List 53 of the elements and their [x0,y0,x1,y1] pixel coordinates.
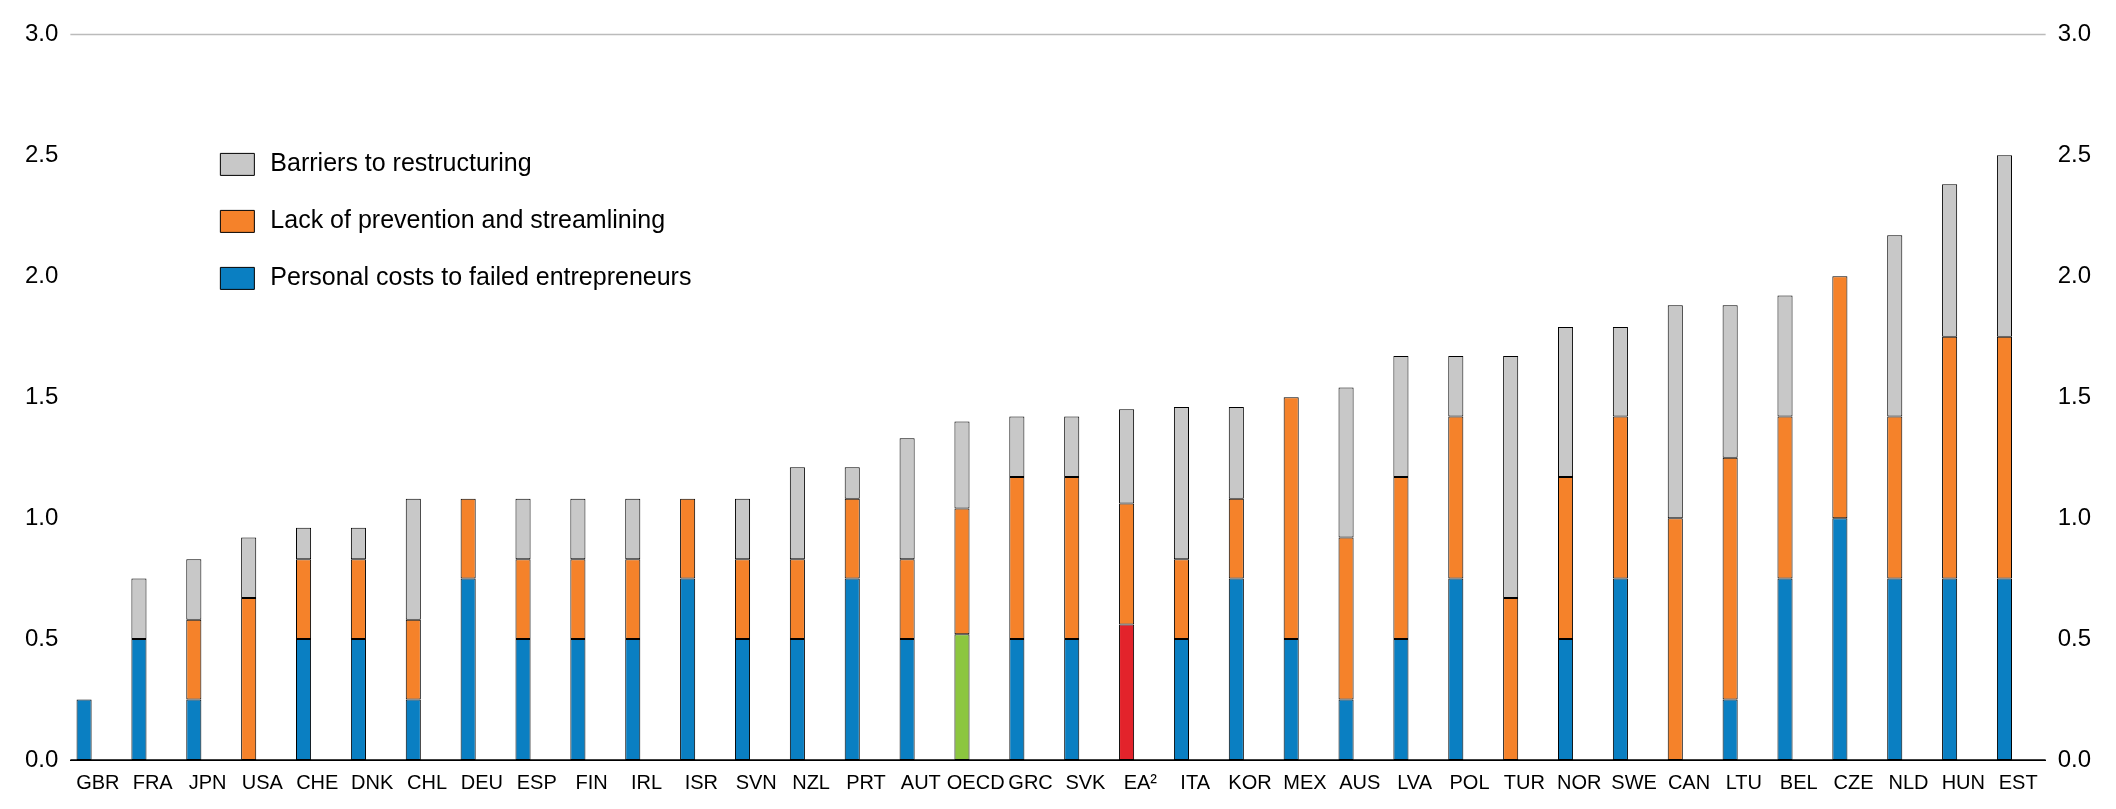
x-tick-label: DEU [460,770,503,793]
x-tick-label: SWE [1611,770,1657,793]
x-tick-label: USA [241,770,284,793]
x-tick-label: AUT [900,770,941,793]
x-tick-label: NOR [1557,770,1602,793]
y-tick-label: 0.5 [24,623,59,651]
x-tick-label: EST [1998,770,2038,793]
x-tick-label: MEX [1283,770,1327,793]
legend-label: Barriers to restructuring [270,148,532,177]
legend-label: Personal costs to failed entrepreneurs [270,262,692,291]
x-tick-label: ITA [1180,770,1211,793]
y2-tick-label: 2.0 [2057,260,2092,288]
y-tick-label: 2.5 [24,139,59,167]
x-tick-label: JPN [188,770,227,793]
x-tick-label: HUN [1941,770,1986,793]
x-tick-label: LTU [1725,770,1763,793]
x-tick-label: CHL [407,770,448,793]
y2-tick-label: 3.0 [2057,19,2092,47]
x-tick-label: DNK [351,770,394,793]
x-tick-label: NZL [792,770,830,793]
x-tick-label: EA² [1123,770,1158,793]
x-tick-label: ESP [516,770,557,793]
legend-label: Lack of prevention and streamlining [270,205,666,234]
x-tick-label: IRL [630,770,663,793]
y-tick-label: 1.0 [24,502,59,530]
y-tick-label: 2.0 [24,260,59,288]
x-tick-label: GRC [1008,770,1053,793]
y2-tick-label: 0.0 [2057,744,2092,772]
x-tick-label: AUS [1339,770,1381,793]
x-tick-label: POL [1449,770,1490,793]
y2-tick-label: 1.0 [2057,502,2092,530]
x-tick-label: CHE [296,770,339,793]
x-tick-label: TUR [1503,770,1545,793]
y-tick-label: 1.5 [24,381,59,409]
y2-tick-label: 2.5 [2057,139,2092,167]
y2-tick-label: 1.5 [2057,381,2092,409]
x-tick-label: BEL [1779,770,1818,793]
x-tick-label: KOR [1228,770,1272,793]
x-tick-label: LVA [1397,770,1433,793]
x-tick-label: CZE [1833,770,1874,793]
y-tick-label: 0.0 [24,744,59,772]
x-tick-label: NLD [1888,770,1929,793]
x-tick-label: CAN [1667,770,1711,793]
y2-tick-label: 0.5 [2057,623,2092,651]
y-tick-label: 3.0 [24,19,59,47]
x-tick-label: PRT [846,770,886,793]
x-tick-label: GBR [76,770,120,793]
x-tick-label: ISR [684,770,719,793]
x-tick-label: FIN [575,770,608,793]
x-tick-label: FRA [132,770,174,793]
x-tick-label: OECD [946,770,1005,793]
x-tick-label: SVN [735,770,777,793]
x-tick-label: SVK [1065,770,1107,793]
